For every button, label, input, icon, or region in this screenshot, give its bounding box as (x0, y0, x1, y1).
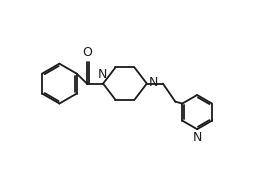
Text: N: N (193, 131, 202, 144)
Text: N: N (97, 68, 107, 81)
Text: N: N (149, 76, 158, 89)
Text: O: O (82, 47, 92, 59)
